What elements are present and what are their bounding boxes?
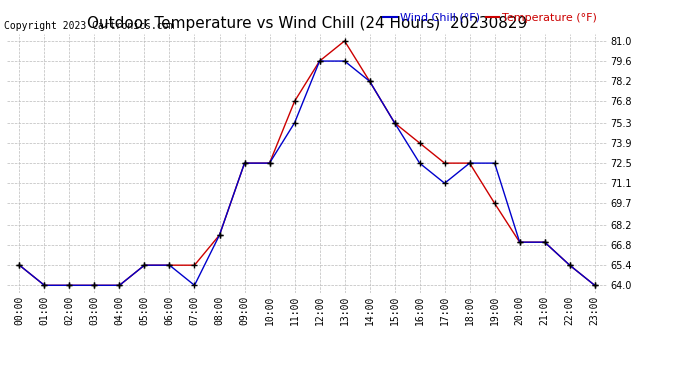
Title: Outdoor Temperature vs Wind Chill (24 Hours)  20230829: Outdoor Temperature vs Wind Chill (24 Ho…: [87, 16, 527, 31]
Legend: Wind Chill (°F), Temperature (°F): Wind Chill (°F), Temperature (°F): [379, 8, 602, 27]
Text: Copyright 2023 Cartronics.com: Copyright 2023 Cartronics.com: [4, 21, 175, 31]
